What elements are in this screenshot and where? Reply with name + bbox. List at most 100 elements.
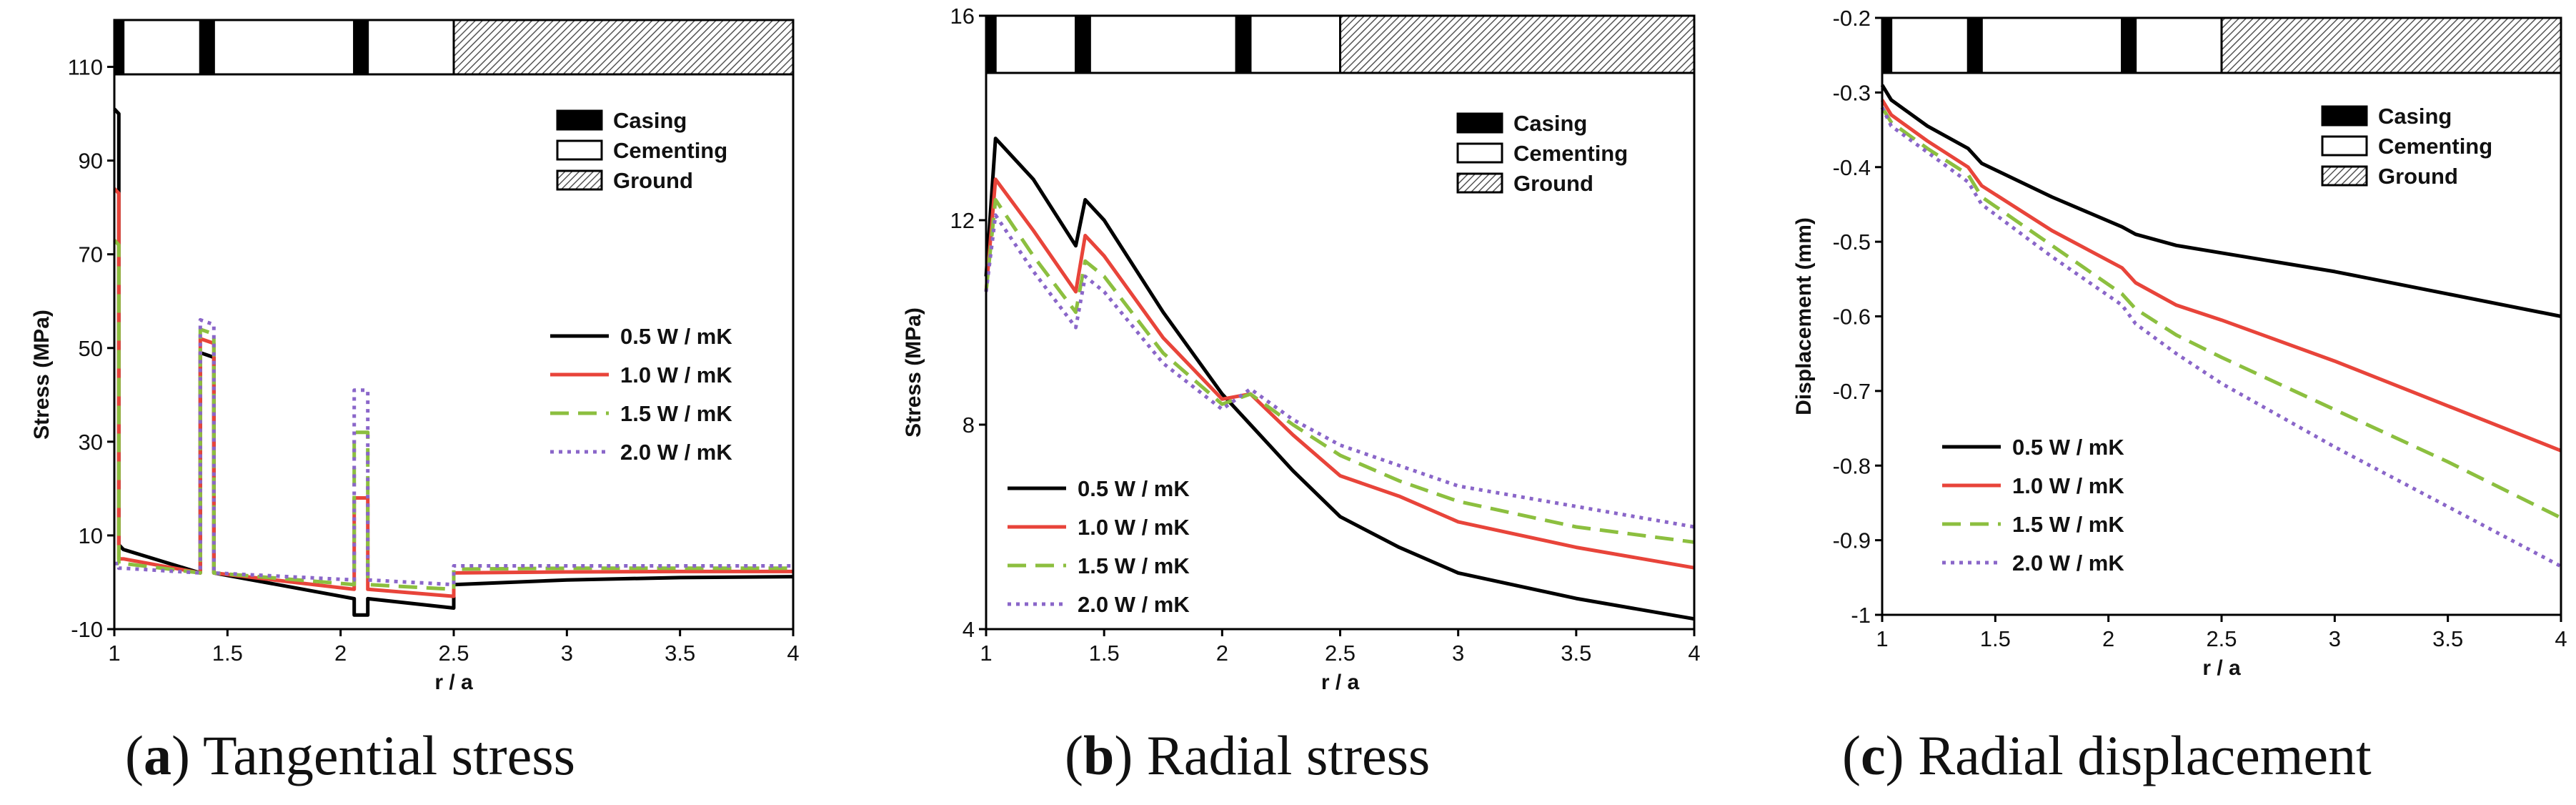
y-tick-label: 110 xyxy=(68,55,103,80)
chart-panel-radial-stress: 1 1.5 2 2.5 3 3.5 4 4 8 12 16 r / a Stress (MPa) Casi… xyxy=(902,4,1701,694)
layer-band-cementing xyxy=(2134,16,2223,74)
legend-series-label: 1.0 W / mK xyxy=(2012,473,2124,498)
y-tick-label: 12 xyxy=(950,208,975,233)
legend-label-casing: Casing xyxy=(613,108,687,133)
chart-panel-tangential-stress: 1 1.5 2 2.5 3 3.5 4 -10 10 30 50 70 90 110 r / a Stress… xyxy=(30,19,800,694)
layer-band-casing xyxy=(353,19,369,76)
layer-band-cementing xyxy=(1980,16,2124,74)
y-tick-label: -0.9 xyxy=(1833,528,1871,553)
y-tick-label: -1 xyxy=(1851,603,1871,628)
layer-band-cementing xyxy=(994,14,1078,74)
legend-series-label: 2.0 W / mK xyxy=(2012,550,2124,576)
y-tick-label: -0.6 xyxy=(1833,305,1871,330)
caption-b: (b) Radial stress xyxy=(1065,724,1431,786)
legend-swatch-casing xyxy=(2321,105,2368,127)
legend-swatch-ground xyxy=(2321,165,2368,187)
layer-band-ground xyxy=(452,19,795,76)
x-tick-label: 4 xyxy=(2555,626,2567,651)
y-tick-label: 70 xyxy=(79,242,103,267)
legend-label-ground: Ground xyxy=(613,168,693,193)
legend-swatch-casing xyxy=(1456,112,1503,134)
x-axis-label: r / a xyxy=(2202,656,2241,680)
y-tick-label: 16 xyxy=(950,4,975,29)
series-line-4 xyxy=(1880,107,2562,568)
x-tick-label: 1.5 xyxy=(1089,641,1120,666)
legend-label-cementing: Cementing xyxy=(1513,141,1628,166)
legend-swatch-ground xyxy=(1456,172,1503,194)
y-tick-label: -0.4 xyxy=(1833,155,1871,180)
y-axis-label: Displacement (mm) xyxy=(1792,217,1816,415)
legend-series-label: 2.0 W / mK xyxy=(1078,592,1190,617)
x-tick-label: 1.5 xyxy=(212,641,243,666)
y-axis-label: Stress (MPa) xyxy=(30,310,54,440)
x-tick-label: 3 xyxy=(1452,641,1464,666)
x-tick-label: 4 xyxy=(1688,641,1700,666)
layer-band-casing xyxy=(113,19,125,76)
x-tick-label: 1 xyxy=(1876,626,1888,651)
legend-series-label: 1.5 W / mK xyxy=(2012,512,2124,537)
legend-swatch-ground xyxy=(556,169,603,191)
x-tick-label: 2.5 xyxy=(1325,641,1356,666)
layer-band-casing xyxy=(1075,14,1091,74)
layer-band-cementing xyxy=(212,19,356,76)
y-tick-label: 8 xyxy=(963,413,975,438)
series-line-1 xyxy=(984,137,1695,621)
series-line-3 xyxy=(1880,106,2562,520)
legend-swatch-casing xyxy=(556,109,603,131)
x-tick-label: 3.5 xyxy=(2432,626,2463,651)
legend-swatch-cementing xyxy=(1456,142,1503,164)
x-tick-label: 1 xyxy=(108,641,120,666)
series-line-2 xyxy=(1880,99,2562,453)
y-tick-label: -0.7 xyxy=(1833,379,1871,404)
x-tick-label: 2 xyxy=(2102,626,2114,651)
x-tick-label: 1.5 xyxy=(1980,626,2011,651)
y-tick-label: 4 xyxy=(963,617,975,642)
y-tick-label: 50 xyxy=(79,336,103,361)
layer-band-cementing xyxy=(1088,14,1238,74)
layer-band-cementing xyxy=(122,19,202,76)
series-line-1 xyxy=(113,107,794,617)
series-line-2 xyxy=(113,187,793,598)
x-tick-label: 2.5 xyxy=(2206,626,2237,651)
series-line-3 xyxy=(113,239,793,591)
chart-panel-radial-displacement: 1 1.5 2 2.5 3 3.5 4 -1 -0.9 -0.8 -0.7 -0.6 -0.5 -0.4 -… xyxy=(1792,6,2567,680)
x-tick-label: 4 xyxy=(787,641,799,666)
y-tick-label: -10 xyxy=(71,617,103,642)
x-tick-label: 3.5 xyxy=(665,641,695,666)
y-tick-label: -0.8 xyxy=(1833,453,1871,478)
series-line-3 xyxy=(984,197,1695,544)
series-line-4 xyxy=(114,317,793,587)
layer-band-cementing xyxy=(1249,14,1342,74)
layer-band-casing xyxy=(2121,16,2137,74)
legend-series-label: 1.5 W / mK xyxy=(1078,553,1190,578)
series-line-2 xyxy=(984,177,1695,570)
y-tick-label: -0.5 xyxy=(1833,229,1871,255)
y-tick-label: 90 xyxy=(79,149,103,174)
legend-series-label: 0.5 W / mK xyxy=(2012,435,2124,460)
x-tick-label: 1 xyxy=(980,641,992,666)
y-tick-label: 10 xyxy=(79,523,103,548)
layer-band-casing xyxy=(1881,16,1893,74)
series-line-4 xyxy=(984,213,1695,529)
legend-label-cementing: Cementing xyxy=(613,138,727,163)
legend-series-label: 0.5 W / mK xyxy=(1078,476,1190,501)
x-tick-label: 3 xyxy=(561,641,573,666)
legend-series-label: 0.5 W / mK xyxy=(620,324,732,349)
legend-label-casing: Casing xyxy=(2378,104,2452,129)
y-tick-label: -0.3 xyxy=(1833,80,1871,105)
legend-label-ground: Ground xyxy=(2378,164,2458,189)
layer-band-casing xyxy=(1235,14,1252,74)
x-tick-label: 3.5 xyxy=(1561,641,1591,666)
layer-band-ground xyxy=(2220,16,2562,74)
legend-series-label: 1.5 W / mK xyxy=(620,401,732,426)
legend-series-label: 1.0 W / mK xyxy=(620,362,732,387)
x-tick-label: 2 xyxy=(334,641,347,666)
x-axis-label: r / a xyxy=(1321,671,1360,694)
x-axis-label: r / a xyxy=(434,671,473,694)
legend-series-label: 2.0 W / mK xyxy=(620,440,732,465)
x-tick-label: 3 xyxy=(2329,626,2341,651)
legend-label-cementing: Cementing xyxy=(2378,134,2492,159)
y-tick-label: 30 xyxy=(79,430,103,455)
layer-band-cementing xyxy=(1890,16,1969,74)
